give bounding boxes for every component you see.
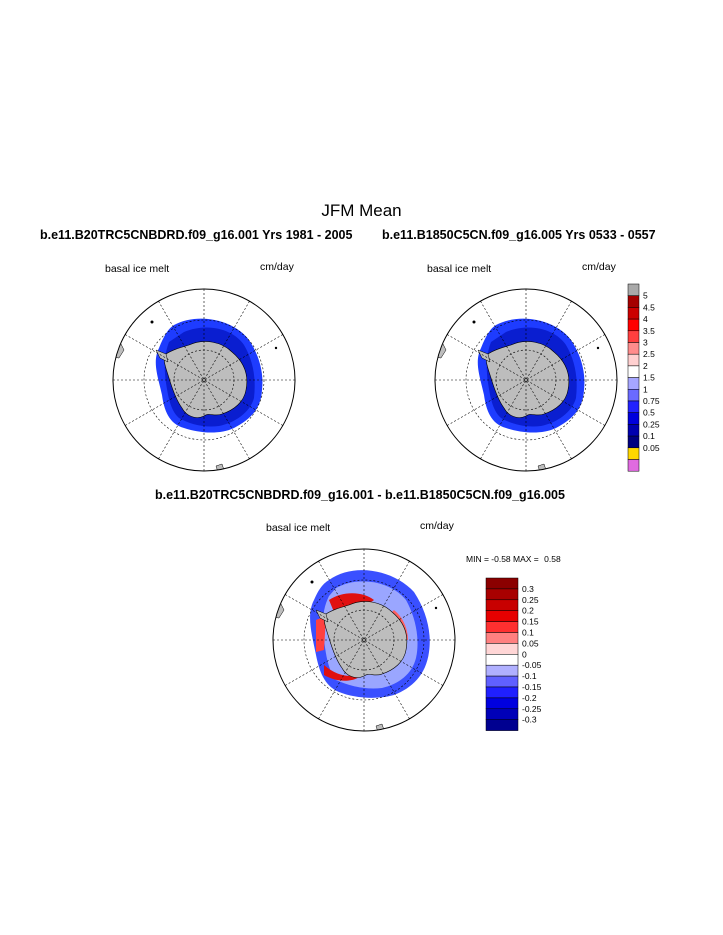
colorbar-diff-box <box>485 686 519 699</box>
colorbar-top-box <box>627 389 640 402</box>
colorbar-diff-box <box>485 621 519 633</box>
panel1-field-label: basal ice melt <box>105 263 170 275</box>
colorbar-diff-box <box>485 632 519 644</box>
diff-minmax: MIN = -0.58 MAX = 0.58 <box>466 554 561 564</box>
colorbar-diff-label: 0.3 <box>522 584 534 594</box>
panel2-case-title: b.e11.B1850C5CN.f09_g16.005 Yrs 0533 - 0… <box>382 228 656 242</box>
colorbar-diff-box <box>485 610 519 622</box>
colorbar-diff-box <box>485 719 519 731</box>
colorbar-top-box <box>627 400 640 413</box>
colorbar-diff-label: -0.15 <box>522 682 542 692</box>
colorbar-top-box <box>627 318 640 332</box>
colorbar-top-box <box>627 330 640 343</box>
colorbar-diff-label: -0.3 <box>522 715 537 725</box>
colorbar-top-label: 1.5 <box>643 373 655 383</box>
colorbar-top-box <box>627 447 640 460</box>
min-value: -0.58 <box>491 554 511 564</box>
colorbar-top-box <box>627 412 640 425</box>
polar-map-panel2 <box>434 288 618 472</box>
colorbar-diff-box <box>485 643 519 655</box>
colorbar-diff-box <box>485 708 519 720</box>
colorbar-diff-label: 0.25 <box>522 595 539 605</box>
colorbar-diff-label: -0.1 <box>522 671 537 681</box>
colorbar-diff-box <box>485 599 519 611</box>
colorbar-top-label: 0.75 <box>643 396 660 406</box>
colorbar-top-box <box>627 353 640 367</box>
colorbar-top-label: 5 <box>643 291 648 301</box>
colorbar-top: 54.5 4 3.5 32.5 2 1.51 0.75 0.50.25 0.1 0.05 <box>627 283 660 472</box>
diff-case-title: b.e11.B20TRC5CNBDRD.f09_g16.001 - b.e11.… <box>155 488 565 502</box>
diff-field-label: basal ice melt <box>266 522 331 534</box>
colorbar-diff-label: 0.2 <box>522 606 534 616</box>
colorbar-diff-label: -0.05 <box>522 660 542 670</box>
colorbar-diff-box <box>485 654 519 666</box>
max-label: MAX = <box>513 554 539 564</box>
colorbar-top-box <box>627 435 640 449</box>
colorbar-diff-box <box>485 577 519 590</box>
colorbar-top-label: 0.05 <box>643 443 660 453</box>
colorbar-diff-box <box>485 697 519 710</box>
colorbar-top-label: 2.5 <box>643 349 655 359</box>
colorbar-diff-label: 0.15 <box>522 617 539 627</box>
colorbar-top-label: 4.5 <box>643 302 655 312</box>
colorbar-diff: 0.30.250.20.150.10.050-0.05-0.1-0.15-0.2… <box>485 577 542 731</box>
colorbar-diff-box <box>485 588 519 601</box>
colorbar-top-box <box>627 295 640 308</box>
panel2-units: cm/day <box>582 261 616 273</box>
colorbar-top-box <box>627 307 640 320</box>
colorbar-diff-label: -0.25 <box>522 704 542 714</box>
colorbar-top-label: 0.1 <box>643 431 655 441</box>
min-label: MIN = <box>466 554 489 564</box>
colorbar-top-box <box>627 283 640 296</box>
colorbar-diff-label: -0.2 <box>522 693 537 703</box>
colorbar-top-box <box>627 342 640 355</box>
colorbar-top-box <box>627 365 640 378</box>
figure-title: JFM Mean <box>321 201 402 220</box>
colorbar-diff-box <box>485 675 519 688</box>
colorbar-diff-label: 0.1 <box>522 628 534 638</box>
polar-map-difference <box>272 548 456 732</box>
panel1-units: cm/day <box>260 261 294 273</box>
colorbar-top-label: 4 <box>643 314 648 324</box>
colorbar-top-label: 3 <box>643 338 648 348</box>
max-value: 0.58 <box>544 554 561 564</box>
colorbar-diff-label: 0.05 <box>522 638 539 648</box>
colorbar-top-box <box>627 424 640 437</box>
diff-units: cm/day <box>420 520 454 532</box>
colorbar-top-box <box>627 377 640 390</box>
colorbar-top-box <box>627 459 640 472</box>
colorbar-top-label: 0.25 <box>643 419 660 429</box>
panel2-field-label: basal ice melt <box>427 263 492 275</box>
colorbar-top-label: 0.5 <box>643 408 655 418</box>
colorbar-top-label: 1 <box>643 384 648 394</box>
panel1-case-title: b.e11.B20TRC5CNBDRD.f09_g16.001 Yrs 1981… <box>40 228 353 242</box>
polar-map-panel1 <box>112 288 296 472</box>
colorbar-top-label: 3.5 <box>643 326 655 336</box>
colorbar-top-label: 2 <box>643 361 648 371</box>
colorbar-diff-box <box>485 664 519 677</box>
colorbar-diff-label: 0 <box>522 649 527 659</box>
